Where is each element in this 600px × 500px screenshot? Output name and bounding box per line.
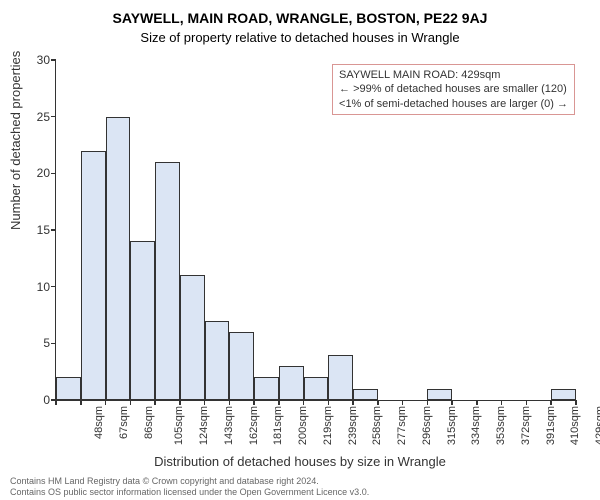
ytick-label: 0 <box>43 393 50 407</box>
xtick-mark <box>377 400 379 405</box>
xtick-mark <box>526 400 528 405</box>
xtick-label: 277sqm <box>396 406 408 445</box>
histogram-bar <box>56 377 81 400</box>
xtick-mark <box>278 400 280 405</box>
histogram-bar <box>328 355 353 400</box>
histogram-bar <box>155 162 180 400</box>
histogram-bar <box>130 241 155 400</box>
xtick-mark <box>575 400 577 405</box>
xtick-label: 258sqm <box>372 406 384 445</box>
xtick-mark <box>352 400 354 405</box>
footer-attribution: Contains HM Land Registry data © Crown c… <box>10 476 369 498</box>
xtick-label: 48sqm <box>93 406 105 439</box>
xtick-mark <box>402 400 404 405</box>
xtick-mark <box>550 400 552 405</box>
xtick-label: 410sqm <box>570 406 582 445</box>
xtick-mark <box>80 400 82 405</box>
xtick-mark <box>451 400 453 405</box>
xtick-label: 334sqm <box>471 406 483 445</box>
xtick-label: 353sqm <box>495 406 507 445</box>
xtick-label: 200sqm <box>297 406 309 445</box>
xtick-label: 86sqm <box>143 406 155 439</box>
histogram-bar <box>180 275 205 400</box>
histogram-bar <box>304 377 329 400</box>
ytick-mark <box>51 286 56 288</box>
xtick-mark <box>154 400 156 405</box>
xtick-label: 143sqm <box>223 406 235 445</box>
histogram-bar <box>254 377 279 400</box>
xtick-mark <box>229 400 231 405</box>
xtick-mark <box>55 400 57 405</box>
ytick-mark <box>51 343 56 345</box>
xtick-label: 429sqm <box>594 406 600 445</box>
callout-line-2: ← >99% of detached houses are smaller (1… <box>339 82 568 96</box>
ytick-mark <box>51 229 56 231</box>
histogram-bar <box>353 389 378 400</box>
histogram-bar <box>551 389 576 400</box>
footer-line-2: Contains OS public sector information li… <box>10 487 369 498</box>
xtick-label: 162sqm <box>248 406 260 445</box>
ytick-label: 30 <box>37 53 50 67</box>
xtick-mark <box>130 400 132 405</box>
ytick-mark <box>51 173 56 175</box>
ytick-mark <box>51 59 56 61</box>
xtick-mark <box>179 400 181 405</box>
ytick-label: 20 <box>37 166 50 180</box>
chart-area: 05101520253048sqm67sqm86sqm105sqm124sqm1… <box>55 60 575 400</box>
xtick-label: 372sqm <box>520 406 532 445</box>
xtick-label: 239sqm <box>347 406 359 445</box>
histogram-bar <box>427 389 452 400</box>
xtick-label: 296sqm <box>421 406 433 445</box>
xtick-label: 181sqm <box>272 406 284 445</box>
xtick-mark <box>328 400 330 405</box>
footer-line-1: Contains HM Land Registry data © Crown c… <box>10 476 369 487</box>
ytick-label: 25 <box>37 110 50 124</box>
xtick-mark <box>476 400 478 405</box>
callout-box: SAYWELL MAIN ROAD: 429sqm ← >99% of deta… <box>332 64 575 115</box>
histogram-bar <box>106 117 131 400</box>
chart-title: SAYWELL, MAIN ROAD, WRANGLE, BOSTON, PE2… <box>0 0 600 26</box>
ytick-label: 15 <box>37 223 50 237</box>
xtick-mark <box>105 400 107 405</box>
xtick-label: 391sqm <box>545 406 557 445</box>
x-axis-label: Distribution of detached houses by size … <box>0 454 600 469</box>
histogram-bar <box>279 366 304 400</box>
y-axis-label: Number of detached properties <box>8 51 23 230</box>
xtick-label: 124sqm <box>198 406 210 445</box>
callout-line-3: <1% of semi-detached houses are larger (… <box>339 97 568 111</box>
histogram-bar <box>205 321 230 400</box>
xtick-mark <box>303 400 305 405</box>
callout-line-1: SAYWELL MAIN ROAD: 429sqm <box>339 68 568 82</box>
xtick-mark <box>204 400 206 405</box>
xtick-label: 105sqm <box>173 406 185 445</box>
ytick-mark <box>51 116 56 118</box>
xtick-mark <box>427 400 429 405</box>
histogram-bar <box>81 151 106 400</box>
histogram-bar <box>229 332 254 400</box>
ytick-label: 10 <box>37 280 50 294</box>
chart-container: SAYWELL, MAIN ROAD, WRANGLE, BOSTON, PE2… <box>0 0 600 500</box>
chart-subtitle: Size of property relative to detached ho… <box>0 26 600 45</box>
xtick-label: 315sqm <box>446 406 458 445</box>
ytick-label: 5 <box>43 336 50 350</box>
xtick-mark <box>501 400 503 405</box>
xtick-mark <box>253 400 255 405</box>
xtick-label: 219sqm <box>322 406 334 445</box>
xtick-label: 67sqm <box>118 406 130 439</box>
